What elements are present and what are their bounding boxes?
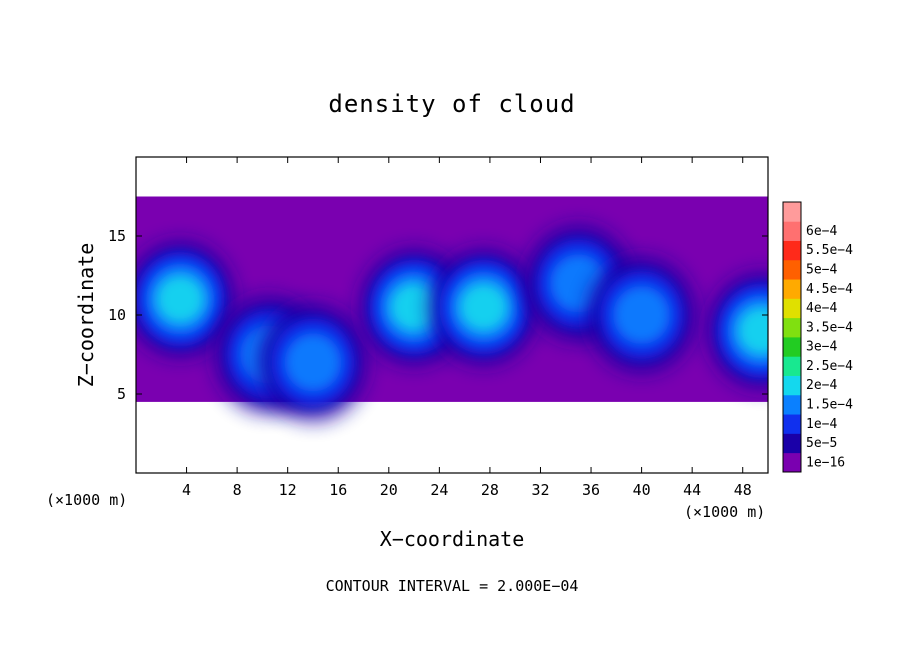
colorbar-swatch xyxy=(783,298,801,319)
colorbar-label: 4.5e−4 xyxy=(806,282,853,297)
colorbar-swatch xyxy=(783,259,801,280)
x-tick-label: 8 xyxy=(233,481,242,499)
x-tick-label: 16 xyxy=(329,481,347,499)
x-tick-label: 28 xyxy=(481,481,499,499)
x-unit-left: (×1000 m) xyxy=(46,491,127,509)
cloud-cores xyxy=(136,225,768,421)
x-tick-label: 20 xyxy=(380,481,398,499)
core-level-4 xyxy=(737,306,768,355)
colorbar-swatch xyxy=(783,240,801,261)
colorbar-label: 3e−4 xyxy=(806,340,837,355)
chart-title: density of cloud xyxy=(328,90,575,118)
x-tick-label: 12 xyxy=(279,481,297,499)
colorbar-label: 1.5e−4 xyxy=(806,398,853,413)
colorbar-swatch xyxy=(783,317,801,338)
y-tick-label: 5 xyxy=(117,385,126,403)
y-axis-title: Z−coordinate xyxy=(74,243,98,388)
colorbar-label: 3.5e−4 xyxy=(806,320,853,335)
colorbar-swatch xyxy=(783,221,801,241)
colorbar-label: 2.5e−4 xyxy=(806,359,853,374)
colorbar-swatch xyxy=(783,375,801,396)
colorbar-swatch xyxy=(783,279,801,299)
core-level-4 xyxy=(459,283,508,332)
x-tick-label: 32 xyxy=(531,481,549,499)
contour-interval-note: CONTOUR INTERVAL = 2.000E−04 xyxy=(326,577,579,595)
colorbar-frame xyxy=(782,201,802,473)
cloud-core xyxy=(258,304,367,421)
colorbar-swatch xyxy=(783,356,801,376)
colorbar-label: 6e−4 xyxy=(806,224,837,239)
colorbar-swatch xyxy=(783,202,801,222)
x-tick-label: 48 xyxy=(734,481,752,499)
x-tick-label: 4 xyxy=(182,481,191,499)
x-tick-label: 24 xyxy=(430,481,448,499)
core-level-3 xyxy=(284,333,342,392)
x-axis-title: X−coordinate xyxy=(380,527,525,551)
colorbar-label: 5e−5 xyxy=(806,436,837,451)
colorbar-label: 4e−4 xyxy=(806,301,837,316)
colorbar-swatch xyxy=(783,337,801,357)
colorbar-swatch xyxy=(783,433,801,454)
colorbar-swatch xyxy=(783,414,801,434)
cloud-core xyxy=(587,257,696,373)
cloud-core xyxy=(136,241,235,358)
colorbar-label: 5e−4 xyxy=(806,263,837,278)
x-tick-label: 36 xyxy=(582,481,600,499)
x-tick-label: 40 xyxy=(633,481,651,499)
colorbar-label: 5.5e−4 xyxy=(806,243,853,258)
x-tick-label: 44 xyxy=(683,481,701,499)
core-level-4 xyxy=(156,275,205,324)
y-tick-label: 15 xyxy=(108,227,126,245)
cloud-core xyxy=(707,272,768,389)
cloud-core xyxy=(429,249,538,366)
colorbar: 1e−16 5e−5 1e−4 1.5e−4 2e−4 2.5e−4 3e−4 3.5e−4 4… xyxy=(782,201,853,473)
core-level-3 xyxy=(613,285,671,345)
colorbar-label: 1e−16 xyxy=(806,455,845,470)
core-level-4 xyxy=(390,283,439,332)
colorbar-label: 2e−4 xyxy=(806,378,837,393)
colorbar-swatch xyxy=(783,394,801,415)
colorbar-swatch xyxy=(783,452,801,473)
x-unit-right: (×1000 m) xyxy=(684,503,765,521)
y-tick-label: 10 xyxy=(108,306,126,324)
colorbar-label: 1e−4 xyxy=(806,417,837,432)
plot-area xyxy=(136,196,768,421)
